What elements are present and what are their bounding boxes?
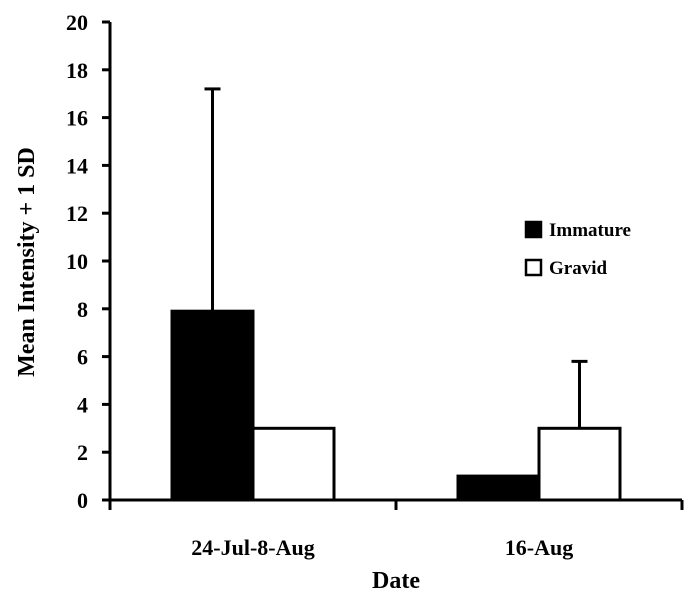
legend-label-gravid: Gravid [549,258,607,279]
y-tick-label: 12 [66,201,88,226]
legend-swatch-immature [524,220,543,239]
y-tick-label: 18 [66,58,88,83]
legend-swatch-gravid [524,258,543,277]
y-tick-label: 8 [77,297,88,322]
x-axis-title: Date [372,568,420,594]
bar-immature-1 [456,474,541,502]
legend-label-immature: Immature [549,220,631,241]
bar-immature-0 [170,309,255,502]
y-tick-label: 4 [77,392,88,417]
legend: Immature Gravid [524,220,631,279]
x-axis-category-labels: 24-Jul-8-Aug 16-Aug [191,535,573,560]
y-axis-title: Mean Intensity + 1 SD [14,147,40,377]
x-category-label: 24-Jul-8-Aug [191,535,314,560]
y-tick-label: 2 [77,440,88,465]
y-tick-label: 14 [66,153,88,178]
y-tick-label: 6 [77,345,88,370]
bars [170,309,622,502]
y-tick-label: 16 [66,106,88,131]
bar-gravid-0 [251,426,336,502]
y-axis: 0 2 4 6 8 10 12 14 16 18 20 [66,10,112,513]
y-tick-label: 10 [66,249,88,274]
y-tick-label: 20 [66,10,88,35]
y-tick-label: 0 [77,488,88,513]
x-category-label: 16-Aug [505,535,573,560]
bar-gravid-1 [537,426,622,502]
error-bars [204,87,588,429]
